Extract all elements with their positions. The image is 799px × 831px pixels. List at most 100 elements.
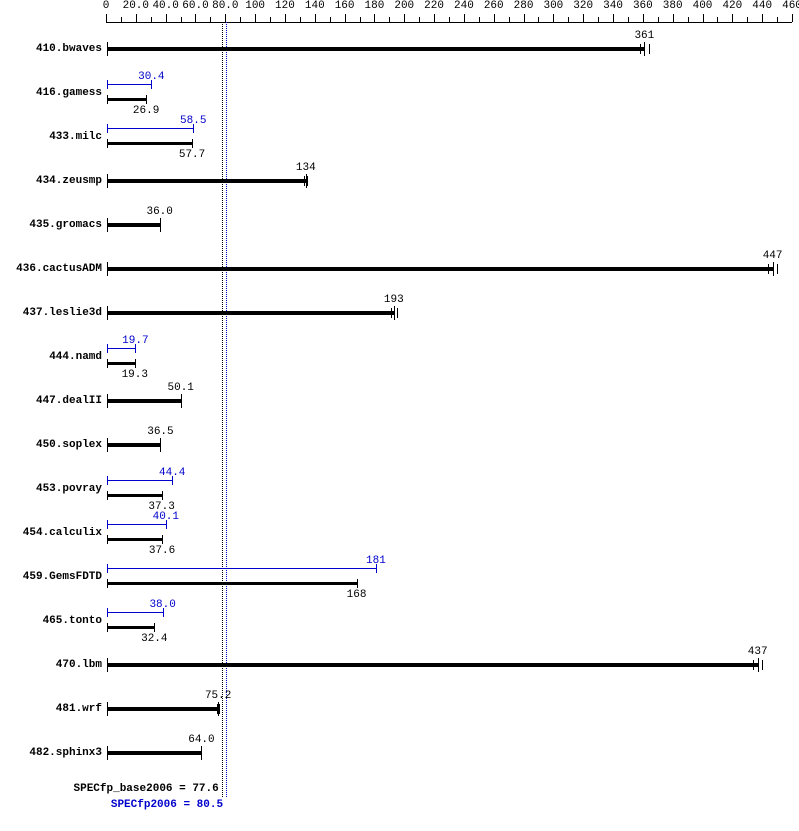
axis-tick-label: 300	[543, 0, 563, 12]
bar-start-cap	[107, 438, 108, 452]
axis-tick-label: 140	[305, 0, 325, 12]
bar-start-cap	[107, 564, 108, 573]
axis-tick	[762, 14, 763, 22]
axis-tick	[792, 14, 793, 22]
bar-end-cap-base	[154, 623, 155, 632]
bar-start-cap	[107, 702, 108, 716]
benchmark-label: 447.dealII	[36, 395, 102, 407]
value-label-peak: 19.7	[122, 335, 148, 347]
bar-peak	[107, 524, 166, 525]
benchmark-label: 459.GemsFDTD	[23, 571, 102, 583]
axis-tick	[225, 14, 226, 22]
bar-end-cap-base	[162, 535, 163, 544]
error-tick	[640, 44, 641, 54]
error-tick	[768, 264, 769, 274]
value-label: 193	[384, 294, 404, 306]
value-label: 75.2	[205, 690, 231, 702]
benchmark-row: 447.dealII50.1	[0, 379, 799, 423]
axis-minor-tick	[538, 17, 539, 22]
axis-tick-label: 240	[454, 0, 474, 12]
value-label: 36.5	[147, 426, 173, 438]
bar-start-cap	[107, 344, 108, 353]
bar-start-cap	[107, 608, 108, 617]
value-label: 447	[763, 250, 783, 262]
axis-minor-tick	[658, 17, 659, 22]
benchmark-label: 465.tonto	[43, 615, 102, 627]
benchmark-row: 459.GemsFDTD181168	[0, 555, 799, 599]
benchmark-label: 454.calculix	[23, 527, 102, 539]
axis-minor-tick	[509, 17, 510, 22]
bar-single	[107, 443, 160, 447]
benchmark-label: 481.wrf	[56, 703, 102, 715]
plot-area: 410.bwaves361416.gamess30.426.9433.milc5…	[0, 27, 799, 831]
bar-start-cap	[107, 746, 108, 760]
axis-tick	[285, 14, 286, 22]
axis-minor-tick	[389, 17, 390, 22]
error-tick	[307, 176, 308, 186]
value-label: 36.0	[146, 206, 172, 218]
bar-start-cap	[107, 476, 108, 485]
axis-minor-tick	[747, 17, 748, 22]
error-tick	[391, 308, 392, 318]
bar-start-cap	[107, 520, 108, 529]
axis-tick	[673, 14, 674, 22]
bar-single	[107, 223, 160, 227]
bar-start-cap	[107, 623, 108, 632]
error-tick	[762, 660, 763, 670]
value-label-peak: 40.1	[153, 511, 179, 523]
axis-tick-label: 360	[633, 0, 653, 12]
benchmark-label: 482.sphinx3	[29, 747, 102, 759]
axis-minor-tick	[777, 17, 778, 22]
value-label: 134	[296, 162, 316, 174]
axis-tick-label: 460	[782, 0, 799, 12]
bar-peak	[107, 612, 163, 613]
axis-tick-label: 320	[573, 0, 593, 12]
axis-tick	[464, 14, 465, 22]
bar-end-cap	[160, 438, 161, 452]
benchmark-row: 435.gromacs36.0	[0, 203, 799, 247]
axis-minor-tick	[568, 17, 569, 22]
axis-tick-label: 180	[365, 0, 385, 12]
bar-start-cap	[107, 218, 108, 232]
bar-single	[107, 663, 758, 667]
axis-tick	[166, 14, 167, 22]
axis-tick	[345, 14, 346, 22]
axis-minor-tick	[360, 17, 361, 22]
bar-end-cap	[160, 218, 161, 232]
axis-tick	[643, 14, 644, 22]
bar-peak	[107, 480, 172, 481]
error-tick	[219, 704, 220, 714]
axis-tick-label: 20.0	[123, 0, 149, 12]
bar-start-cap	[107, 139, 108, 148]
bar-start-cap	[107, 95, 108, 104]
axis-tick-label: 260	[484, 0, 504, 12]
value-label-peak: 30.4	[138, 71, 164, 83]
axis-minor-tick	[479, 17, 480, 22]
bar-base	[107, 494, 162, 497]
bar-start-cap	[107, 658, 108, 672]
bar-single	[107, 179, 306, 183]
axis-tick	[524, 14, 525, 22]
bar-single	[107, 399, 181, 403]
error-tick	[777, 264, 778, 274]
axis-tick-label: 60.0	[182, 0, 208, 12]
axis-minor-tick	[121, 17, 122, 22]
axis-minor-tick	[210, 17, 211, 22]
axis-minor-tick	[181, 17, 182, 22]
benchmark-label: 450.soplex	[36, 439, 102, 451]
axis-tick	[374, 14, 375, 22]
axis-tick-label: 40.0	[152, 0, 178, 12]
bar-single	[107, 267, 773, 271]
bar-base	[107, 98, 146, 101]
bar-end-cap-base	[135, 359, 136, 368]
benchmark-row: 482.sphinx364.0	[0, 731, 799, 775]
axis-minor-tick	[419, 17, 420, 22]
bar-end-cap-base	[192, 139, 193, 148]
benchmark-row: 434.zeusmp134	[0, 159, 799, 203]
axis-minor-tick	[449, 17, 450, 22]
benchmark-row: 436.cactusADM447	[0, 247, 799, 291]
axis-tick	[315, 14, 316, 22]
bar-start-cap	[107, 579, 108, 588]
benchmark-label: 410.bwaves	[36, 43, 102, 55]
value-label-peak: 44.4	[159, 467, 185, 479]
